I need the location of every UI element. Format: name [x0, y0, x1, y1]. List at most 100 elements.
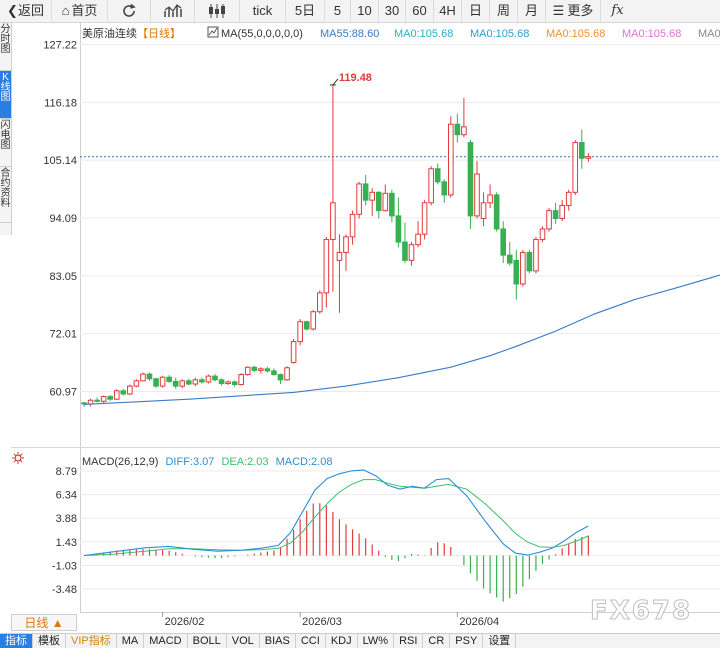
candle	[100, 395, 107, 403]
candle-body	[474, 173, 480, 217]
candlestick-icon	[209, 4, 225, 18]
refresh-button[interactable]	[108, 0, 151, 22]
candle-body	[225, 381, 231, 384]
candle	[415, 221, 421, 248]
candle-body	[506, 254, 513, 264]
candle	[513, 249, 520, 300]
candle	[506, 242, 513, 266]
candle-body	[330, 202, 336, 240]
tab-contract-info[interactable]: 合约资料	[0, 167, 11, 223]
period-10min[interactable]: 10	[351, 0, 379, 22]
tab-flash[interactable]: 闪电图	[0, 119, 11, 167]
indicator-tab-rsi[interactable]: RSI	[394, 634, 424, 648]
candle-body	[94, 399, 100, 402]
price-tick-label: 94.09	[49, 213, 77, 225]
period-day[interactable]: 日	[462, 0, 490, 22]
period-5day[interactable]: 5日	[286, 0, 325, 22]
indicator-tab-template[interactable]: 模板	[33, 634, 66, 648]
menu-icon: ☰	[552, 3, 565, 18]
indicator-tab-bias[interactable]: BIAS	[260, 634, 296, 648]
ma55-value: MA55:88.60	[320, 28, 379, 40]
candle	[572, 139, 579, 195]
period-5min[interactable]: 5	[325, 0, 351, 22]
ma-settings-icon[interactable]	[207, 26, 219, 38]
period-month[interactable]: 月	[518, 0, 546, 22]
price-tick-label: 83.05	[49, 271, 77, 283]
max-price-marker: 119.48	[329, 72, 372, 86]
candle-body	[310, 311, 317, 330]
more-button[interactable]: ☰ 更多	[546, 0, 601, 22]
indicator-tab-cci[interactable]: CCI	[296, 634, 326, 648]
price-tick-label: 127.22	[43, 40, 77, 52]
candle-body	[441, 181, 448, 196]
indicator-tab-zhibiao[interactable]: 指标	[0, 634, 33, 648]
price-ticks: 127.22 116.18 105.14 94.09 83.05 72.01 60.97	[43, 40, 77, 399]
candle	[559, 200, 565, 222]
macd-tick-label: 6.34	[56, 490, 77, 502]
toolbar: ❮ 返回 ⌂ 首页 tick 5日 5 10 30 60 4H 日 周 月 ☰ 更多 …	[0, 0, 720, 23]
indicator-tab-vip[interactable]: VIP指标	[66, 634, 117, 648]
period-30min[interactable]: 30	[379, 0, 406, 22]
candle	[205, 374, 212, 384]
max-price-label: 119.48	[339, 72, 372, 84]
candle-body	[526, 252, 533, 272]
candle-body	[186, 380, 192, 385]
formula-button[interactable]: fx	[601, 0, 634, 22]
period-4h[interactable]: 4H	[434, 0, 462, 22]
period-10min-label: 10	[357, 3, 372, 18]
ma55-line	[83, 274, 720, 405]
tab-intraday[interactable]: 分时图	[0, 23, 11, 71]
macd-settings-icon[interactable]	[12, 452, 24, 464]
candle-body	[493, 194, 500, 230]
indicator-tab-cr[interactable]: CR	[423, 634, 451, 648]
tab-kline-label: K线图	[0, 72, 11, 103]
period-tick[interactable]: tick	[240, 0, 286, 22]
indicator-tab-ma[interactable]: MA	[117, 634, 145, 648]
candle-body	[343, 236, 349, 254]
home-label: 首页	[71, 3, 98, 18]
candle-body	[336, 252, 343, 261]
indicator-tab-vol[interactable]: VOL	[227, 634, 260, 648]
indicator-tab-kdj[interactable]: KDJ	[326, 634, 358, 648]
candle-body	[415, 233, 421, 246]
indicator-tab-macd[interactable]: MACD	[144, 634, 188, 648]
candle-body	[297, 321, 303, 343]
period-60min[interactable]: 60	[406, 0, 434, 22]
candle-body	[454, 123, 461, 136]
indicator-tab-psy[interactable]: PSY	[450, 634, 484, 648]
period-week[interactable]: 周	[490, 0, 518, 22]
candle	[218, 378, 225, 386]
tab-contract-info-label: 合约资料	[0, 168, 11, 209]
period-week-label: 周	[496, 3, 510, 18]
price-tick-label: 60.97	[49, 387, 77, 399]
line-chart-button[interactable]	[151, 0, 195, 22]
back-button[interactable]: ❮ 返回	[0, 0, 52, 22]
candle	[107, 395, 114, 401]
line-chart-icon	[163, 4, 182, 17]
period-select-button[interactable]: 日线 ▲	[11, 614, 77, 631]
candle-body	[303, 321, 310, 330]
home-button[interactable]: ⌂ 首页	[52, 0, 108, 22]
candle	[579, 129, 585, 169]
chevron-left-icon: ❮	[7, 3, 18, 18]
candle	[428, 166, 434, 206]
indicator-tab-lw[interactable]: LW%	[358, 634, 395, 648]
candle-body	[192, 379, 199, 385]
indicator-tab-settings[interactable]: 设置	[483, 634, 517, 648]
candle-body	[579, 142, 585, 159]
candle	[467, 139, 474, 229]
candle	[199, 377, 205, 384]
candle	[441, 179, 448, 203]
indicator-tab-label: 指标	[5, 635, 27, 647]
indicator-tab-label: CR	[428, 635, 445, 647]
macd-value: MACD:2.08	[276, 456, 333, 468]
candle-body	[120, 390, 127, 395]
ma-value-6: MA0:	[698, 28, 720, 40]
macd-legend: MACD(26,12,9) DIFF:3.07 DEA:2.03 MACD:2.…	[82, 456, 332, 468]
indicator-tab-boll[interactable]: BOLL	[188, 634, 227, 648]
indicator-tab-label: BIAS	[264, 635, 290, 647]
candle-body	[480, 202, 487, 219]
candle	[408, 242, 415, 266]
candlestick-button[interactable]	[195, 0, 240, 22]
tab-kline[interactable]: K线图	[0, 71, 11, 119]
